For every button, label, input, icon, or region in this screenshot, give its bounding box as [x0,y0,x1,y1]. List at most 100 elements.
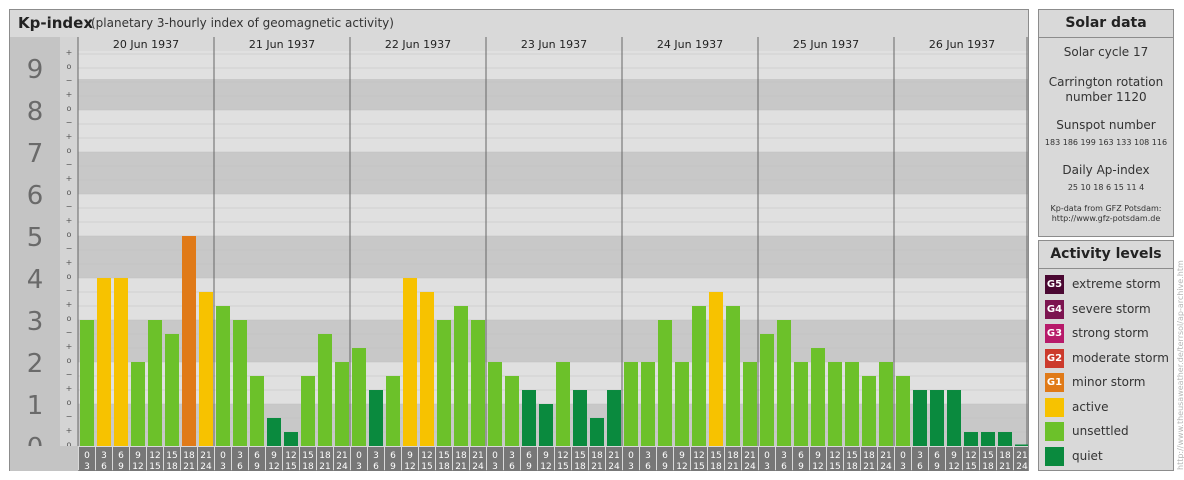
y-tick-label: 1 [27,391,44,421]
interval-cell [827,447,843,471]
interval-end-label: 18 [574,462,586,471]
legend-swatch: G3 [1045,324,1064,343]
interval-start-label: 15 [982,451,993,461]
kp-bar [505,375,519,446]
legend-item: G5 extreme storm [1045,275,1173,295]
interval-cell [215,447,231,471]
day-label: 21 Jun 1937 [249,38,315,51]
interval-end-label: 3 [84,462,90,471]
interval-cell [929,447,945,471]
interval-start-label: 15 [846,451,857,461]
source-link[interactable]: http://www.gfz-potsdam.de [1051,214,1161,223]
kp-bar [352,348,366,446]
kp-bar [437,320,451,446]
interval-end-label: 15 [421,462,432,471]
legend-item: G2 moderate storm [1045,348,1173,369]
chart-title: Kp-index [18,14,93,32]
kp-bar [267,417,281,446]
interval-cell [674,447,690,471]
kp-band [78,236,1028,278]
interval-end-label: 6 [781,462,787,471]
kp-bar [522,390,536,446]
interval-cell [912,447,928,471]
interval-end-label: 15 [557,462,568,471]
interval-end-label: 6 [237,462,243,471]
interval-cell [283,447,299,471]
interval-cell [334,447,350,471]
minor-axis-background [60,37,78,471]
interval-cell [963,447,979,471]
legend-label: minor storm [1072,375,1146,389]
legend-swatch: G1 [1045,373,1064,392]
interval-start-label: 9 [679,451,685,461]
minor-tick-label: + [66,132,73,141]
kp-bar [641,362,655,446]
interval-start-label: 0 [492,451,498,461]
interval-cell [504,447,520,471]
minor-tick-label: o [67,104,72,113]
interval-start-label: 15 [302,451,313,461]
solar-data-panel: Solar data Solar cycle 17 Carrington rot… [1038,9,1174,237]
interval-start-label: 9 [815,451,821,461]
interval-cell [300,447,316,471]
legend-label: strong storm [1072,326,1149,340]
interval-end-label: 21 [455,462,466,471]
interval-cell [266,447,282,471]
interval-start-label: 0 [356,451,362,461]
minor-tick-label: o [67,314,72,323]
interval-start-label: 0 [900,451,906,461]
kp-bar [199,291,213,446]
interval-cell [589,447,605,471]
minor-tick-label: o [67,272,72,281]
interval-end-label: 18 [982,462,994,471]
interval-start-label: 15 [574,451,585,461]
kp-bar [777,320,791,446]
interval-start-label: 3 [237,451,243,461]
activity-levels-panel: Activity levels G5 extreme storm G4 severe … [1038,240,1174,471]
interval-cell [895,447,911,471]
interval-end-label: 18 [438,462,450,471]
interval-end-label: 21 [863,462,874,471]
x-axis-corner [10,446,78,471]
kp-bar [539,404,553,446]
interval-cell [402,447,418,471]
interval-cell [861,447,877,471]
interval-cell [232,447,248,471]
interval-cell [113,447,129,471]
interval-cell [79,447,95,471]
kp-band [78,152,1028,194]
interval-end-label: 6 [645,462,651,471]
kp-bar [182,236,196,446]
activity-levels-title: Activity levels [1039,241,1173,269]
minor-tick-label: o [67,146,72,155]
legend-swatch: G5 [1045,275,1064,294]
kp-bar [369,390,383,446]
minor-tick-label: − [66,76,73,85]
interval-end-label: 21 [319,462,330,471]
interval-start-label: 6 [254,451,260,461]
source-watermark: http://www.theusaweather.de/terrsol/ap-a… [1176,260,1184,470]
interval-cell [640,447,656,471]
kp-bar [590,417,604,446]
minor-tick-label: + [66,426,73,435]
minor-tick-label: o [67,188,72,197]
interval-start-label: 21 [200,451,211,461]
minor-tick-label: − [66,118,73,127]
y-tick-label: 9 [27,55,44,85]
kp-bar [1015,444,1028,446]
legend-item: G4 severe storm [1045,299,1173,320]
chart-header: Kp-index (planetary 3-hourly index of ge… [10,10,1028,36]
interval-cell [776,447,792,471]
interval-start-label: 9 [271,451,277,461]
interval-cell [657,447,673,471]
kp-bar [658,320,672,446]
kp-bar [964,432,978,446]
interval-end-label: 24 [880,462,892,471]
interval-end-label: 12 [132,462,143,471]
interval-end-label: 21 [591,462,602,471]
minor-tick-label: − [66,370,73,379]
kp-bar [165,333,179,446]
kp-bar [879,362,893,446]
interval-end-label: 18 [710,462,722,471]
interval-start-label: 9 [543,451,549,461]
